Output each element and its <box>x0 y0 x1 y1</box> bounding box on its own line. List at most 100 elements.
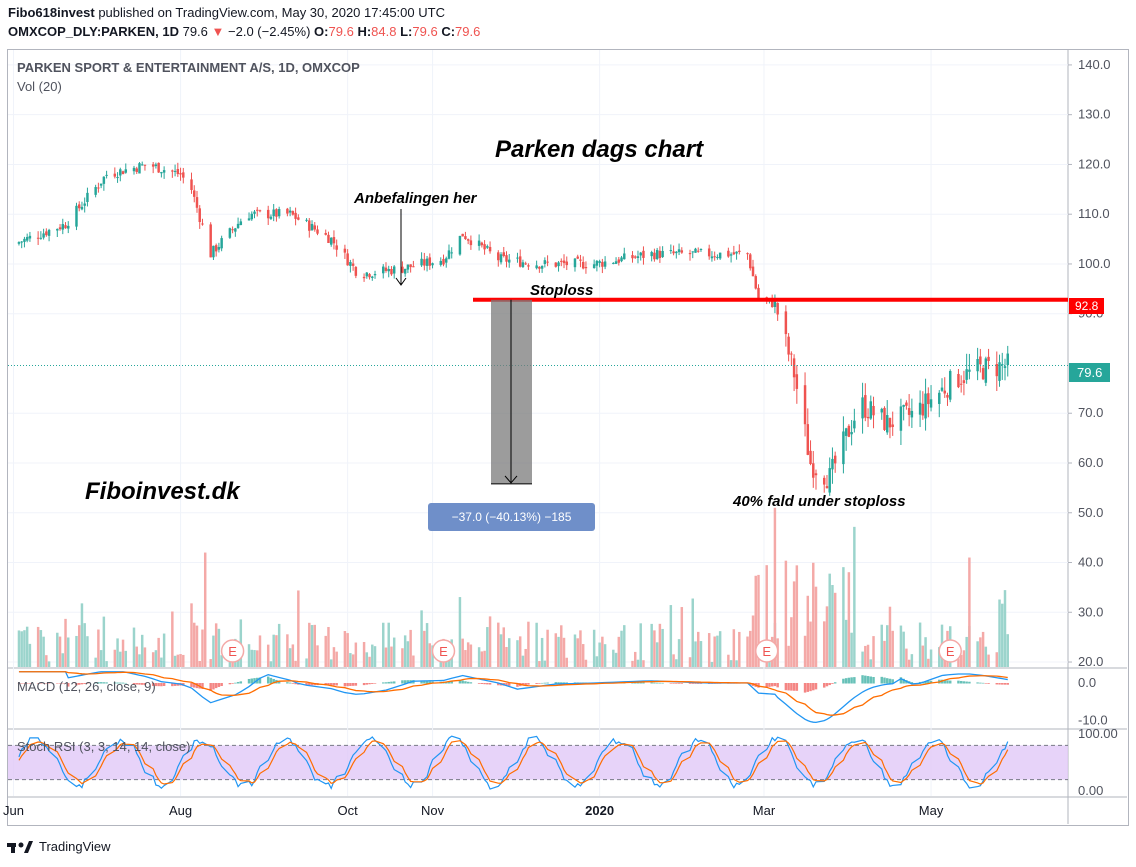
recommendation-annotation: Anbefalingen her <box>354 190 477 207</box>
candle-body <box>368 274 371 278</box>
macd-histogram-bar <box>565 682 568 684</box>
macd-histogram-bar <box>214 683 218 689</box>
volume-bar <box>423 630 426 667</box>
macd-histogram-bar <box>247 678 251 684</box>
volume-bar <box>116 638 119 667</box>
candle-body <box>787 336 790 355</box>
volume-bar <box>160 657 163 667</box>
candle-body <box>198 208 201 223</box>
candle-body <box>382 266 385 274</box>
macd-histogram-bar <box>135 683 138 685</box>
high-label: H: <box>357 24 372 39</box>
macd-histogram-bar <box>822 683 826 688</box>
candle-body <box>272 209 275 217</box>
volume-bar <box>182 654 185 667</box>
macd-histogram-bar <box>776 683 779 688</box>
macd-histogram-bar <box>140 683 144 685</box>
candle-body <box>699 248 703 250</box>
candle-body <box>483 244 486 250</box>
volume-bar <box>907 659 911 667</box>
macd-histogram-bar <box>869 676 873 684</box>
volume-bar <box>828 573 831 667</box>
candle-body <box>716 256 719 258</box>
footer-brand[interactable]: TradingView <box>6 838 111 854</box>
macd-signal-line <box>18 671 1008 716</box>
volume-bar <box>885 625 889 667</box>
candle-body <box>313 225 317 230</box>
candle-body <box>28 235 32 239</box>
candle-body <box>612 262 615 264</box>
macd-histogram-bar <box>269 677 273 684</box>
volume-bar <box>749 630 752 667</box>
volume-bar <box>581 644 585 667</box>
macd-histogram-bar <box>20 683 23 684</box>
macd-histogram-bar <box>28 683 32 684</box>
candle-body <box>885 415 889 433</box>
volume-bar <box>677 639 681 667</box>
candle-body <box>809 450 812 465</box>
macd-histogram-bar <box>765 683 768 688</box>
volume-bar <box>458 597 462 667</box>
macd-histogram-bar <box>86 683 89 684</box>
volume-bar <box>653 630 656 667</box>
candle-body <box>239 221 243 226</box>
volume-bar <box>354 642 358 667</box>
main-legend-title: PARKEN SPORT & ENTERTAINMENT A/S, 1D, OM… <box>17 60 360 75</box>
candle-body <box>140 164 144 166</box>
volume-bar <box>297 590 300 667</box>
volume-bar <box>324 635 327 667</box>
candle-body <box>776 302 779 315</box>
macd-histogram-bar <box>880 676 883 684</box>
volume-bar <box>193 622 196 667</box>
candle-body <box>842 431 845 465</box>
macd-histogram-bar <box>770 683 774 687</box>
macd-histogram-bar <box>371 683 374 684</box>
candle-body <box>25 237 29 241</box>
candle-body <box>486 246 489 248</box>
candle-body <box>83 203 86 206</box>
macd-histogram-bar <box>173 683 177 686</box>
candle-body <box>592 264 596 269</box>
candle-body <box>746 253 749 255</box>
candle-body <box>450 252 453 254</box>
volume-bar <box>420 610 423 667</box>
volume-bar <box>171 611 174 667</box>
volume-bar <box>984 646 988 667</box>
candle-body <box>803 385 807 425</box>
volume-bar <box>787 645 790 667</box>
price-tick-label: 130.0 <box>1078 107 1111 122</box>
macd-histogram-bar <box>384 682 388 684</box>
candle-body <box>1006 353 1009 366</box>
macd-histogram-bar <box>291 683 295 684</box>
volume-bar <box>401 648 404 667</box>
volume-bar <box>864 645 867 667</box>
candle-body <box>718 252 722 259</box>
volume-bar <box>102 616 106 667</box>
volume-bar <box>310 625 314 667</box>
stoch-tick-label: 100.00 <box>1078 726 1118 741</box>
candle-body <box>806 424 810 455</box>
volume-bar <box>499 634 503 667</box>
stoch-legend: Stoch RSI (3, 3, 14, 14, close) <box>17 739 191 754</box>
candle-body <box>266 209 270 219</box>
candle-body <box>291 211 295 215</box>
macd-histogram-bar <box>266 676 270 684</box>
candle-body <box>371 276 374 278</box>
macd-histogram-bar <box>812 683 815 691</box>
macd-histogram-bar <box>124 682 128 684</box>
candle-body <box>623 253 626 260</box>
macd-histogram-bar <box>814 683 818 690</box>
macd-histogram-bar <box>17 683 21 684</box>
volume-bar <box>891 630 894 667</box>
macd-histogram-bar <box>540 682 544 684</box>
macd-histogram-bar <box>795 683 799 691</box>
volume-bar <box>20 631 23 667</box>
volume-bar <box>806 595 810 667</box>
volume-bar <box>351 654 355 667</box>
volume-bar <box>113 649 117 667</box>
volume-bar <box>258 635 262 667</box>
macd-histogram-bar <box>888 678 892 684</box>
candle-body <box>392 266 396 274</box>
volume-bar <box>842 567 845 667</box>
